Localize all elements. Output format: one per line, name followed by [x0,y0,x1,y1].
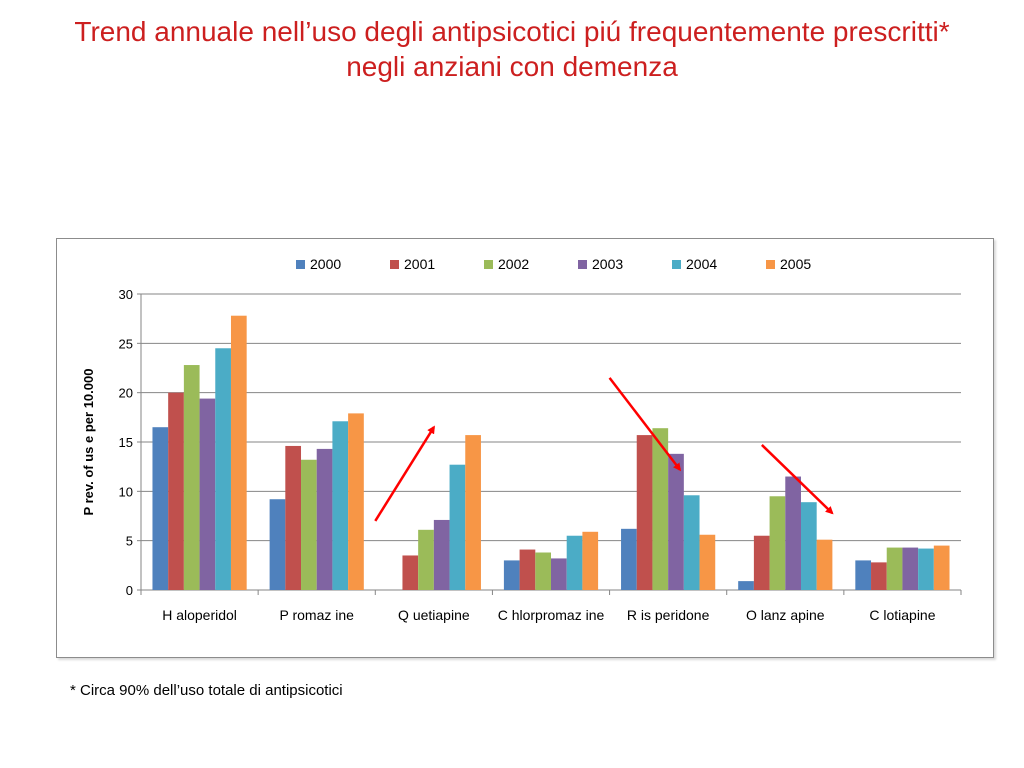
bar [465,435,481,590]
bar [753,535,770,590]
legend-label: 2003 [592,256,623,272]
bar [902,547,919,590]
trend-arrow [608,377,682,472]
bar [933,545,950,590]
bar [636,435,653,590]
bar [699,534,716,590]
bar [582,531,599,590]
legend-swatch [390,260,399,269]
bar [785,476,801,590]
bar [433,519,450,590]
legend-label: 2000 [310,256,341,272]
bar [449,464,466,590]
legend-swatch [484,260,493,269]
bar [551,558,567,590]
bar [348,413,364,590]
legend-label: 2002 [498,256,529,272]
x-tick-label: P romaz ine [279,607,354,623]
y-tick-label: 30 [119,287,133,302]
x-tick-label: C hlorpromaz ine [498,607,605,623]
legend-label: 2005 [780,256,811,272]
bar-chart: 0 5 10 15 20 25 30 H aloperidol P romaz ine Q uet… [81,256,962,623]
bar [769,496,786,590]
bar [668,453,684,590]
bar [152,427,169,590]
trend-arrow [374,425,435,522]
bar [230,315,247,590]
bar [316,448,333,590]
chart-frame: 0 5 10 15 20 25 30 H aloperidol P romaz ine Q uet… [56,238,994,658]
legend-swatch [672,260,681,269]
bar [871,562,887,590]
bar [738,581,754,590]
bar [535,552,551,590]
y-tick-label: 15 [119,435,133,450]
bar [183,365,200,590]
bar [621,528,637,590]
slide-title-line-1: Trend annuale nell’uso degli antipsicoti… [74,16,950,47]
bar [503,560,520,590]
trend-arrow [760,444,834,515]
bar [332,421,349,590]
bar [918,548,934,590]
bar [301,459,317,590]
bar [285,445,302,590]
bar [800,502,817,590]
bar [855,560,872,590]
y-tick-label: 0 [126,583,133,598]
x-tick-label: H aloperidol [162,607,237,623]
footnote: * Circa 90% dell’uso totale di antipsico… [70,682,343,699]
bar [215,348,231,590]
y-tick-label: 5 [126,534,133,549]
legend-swatch [296,260,305,269]
x-tick-label: C lotiapine [869,607,935,623]
legend-swatch [578,260,587,269]
bar [168,392,184,590]
bar [402,555,419,590]
y-tick-label: 25 [119,336,133,351]
x-tick-label: O lanz apine [746,607,825,623]
bar [269,499,286,590]
x-tick-label: R is peridone [627,607,710,623]
y-tick-label: 20 [119,386,133,401]
bar [652,428,669,590]
bar [519,549,536,590]
bar [683,495,700,590]
x-tick-label: Q uetiapine [398,607,470,623]
y-tick-label: 10 [119,484,133,499]
slide-title-line-2: negli anziani con demenza [346,51,678,82]
bar [886,547,903,590]
legend-label: 2004 [686,256,717,272]
bar [199,398,216,590]
bar [816,539,833,590]
bar [566,535,583,590]
slide-title: Trend annuale nell’uso degli antipsicoti… [0,14,1024,84]
legend-swatch [766,260,775,269]
bar [418,529,434,590]
legend-label: 2001 [404,256,435,272]
y-axis-label: P rev. of us e per 10.000 [81,369,96,516]
